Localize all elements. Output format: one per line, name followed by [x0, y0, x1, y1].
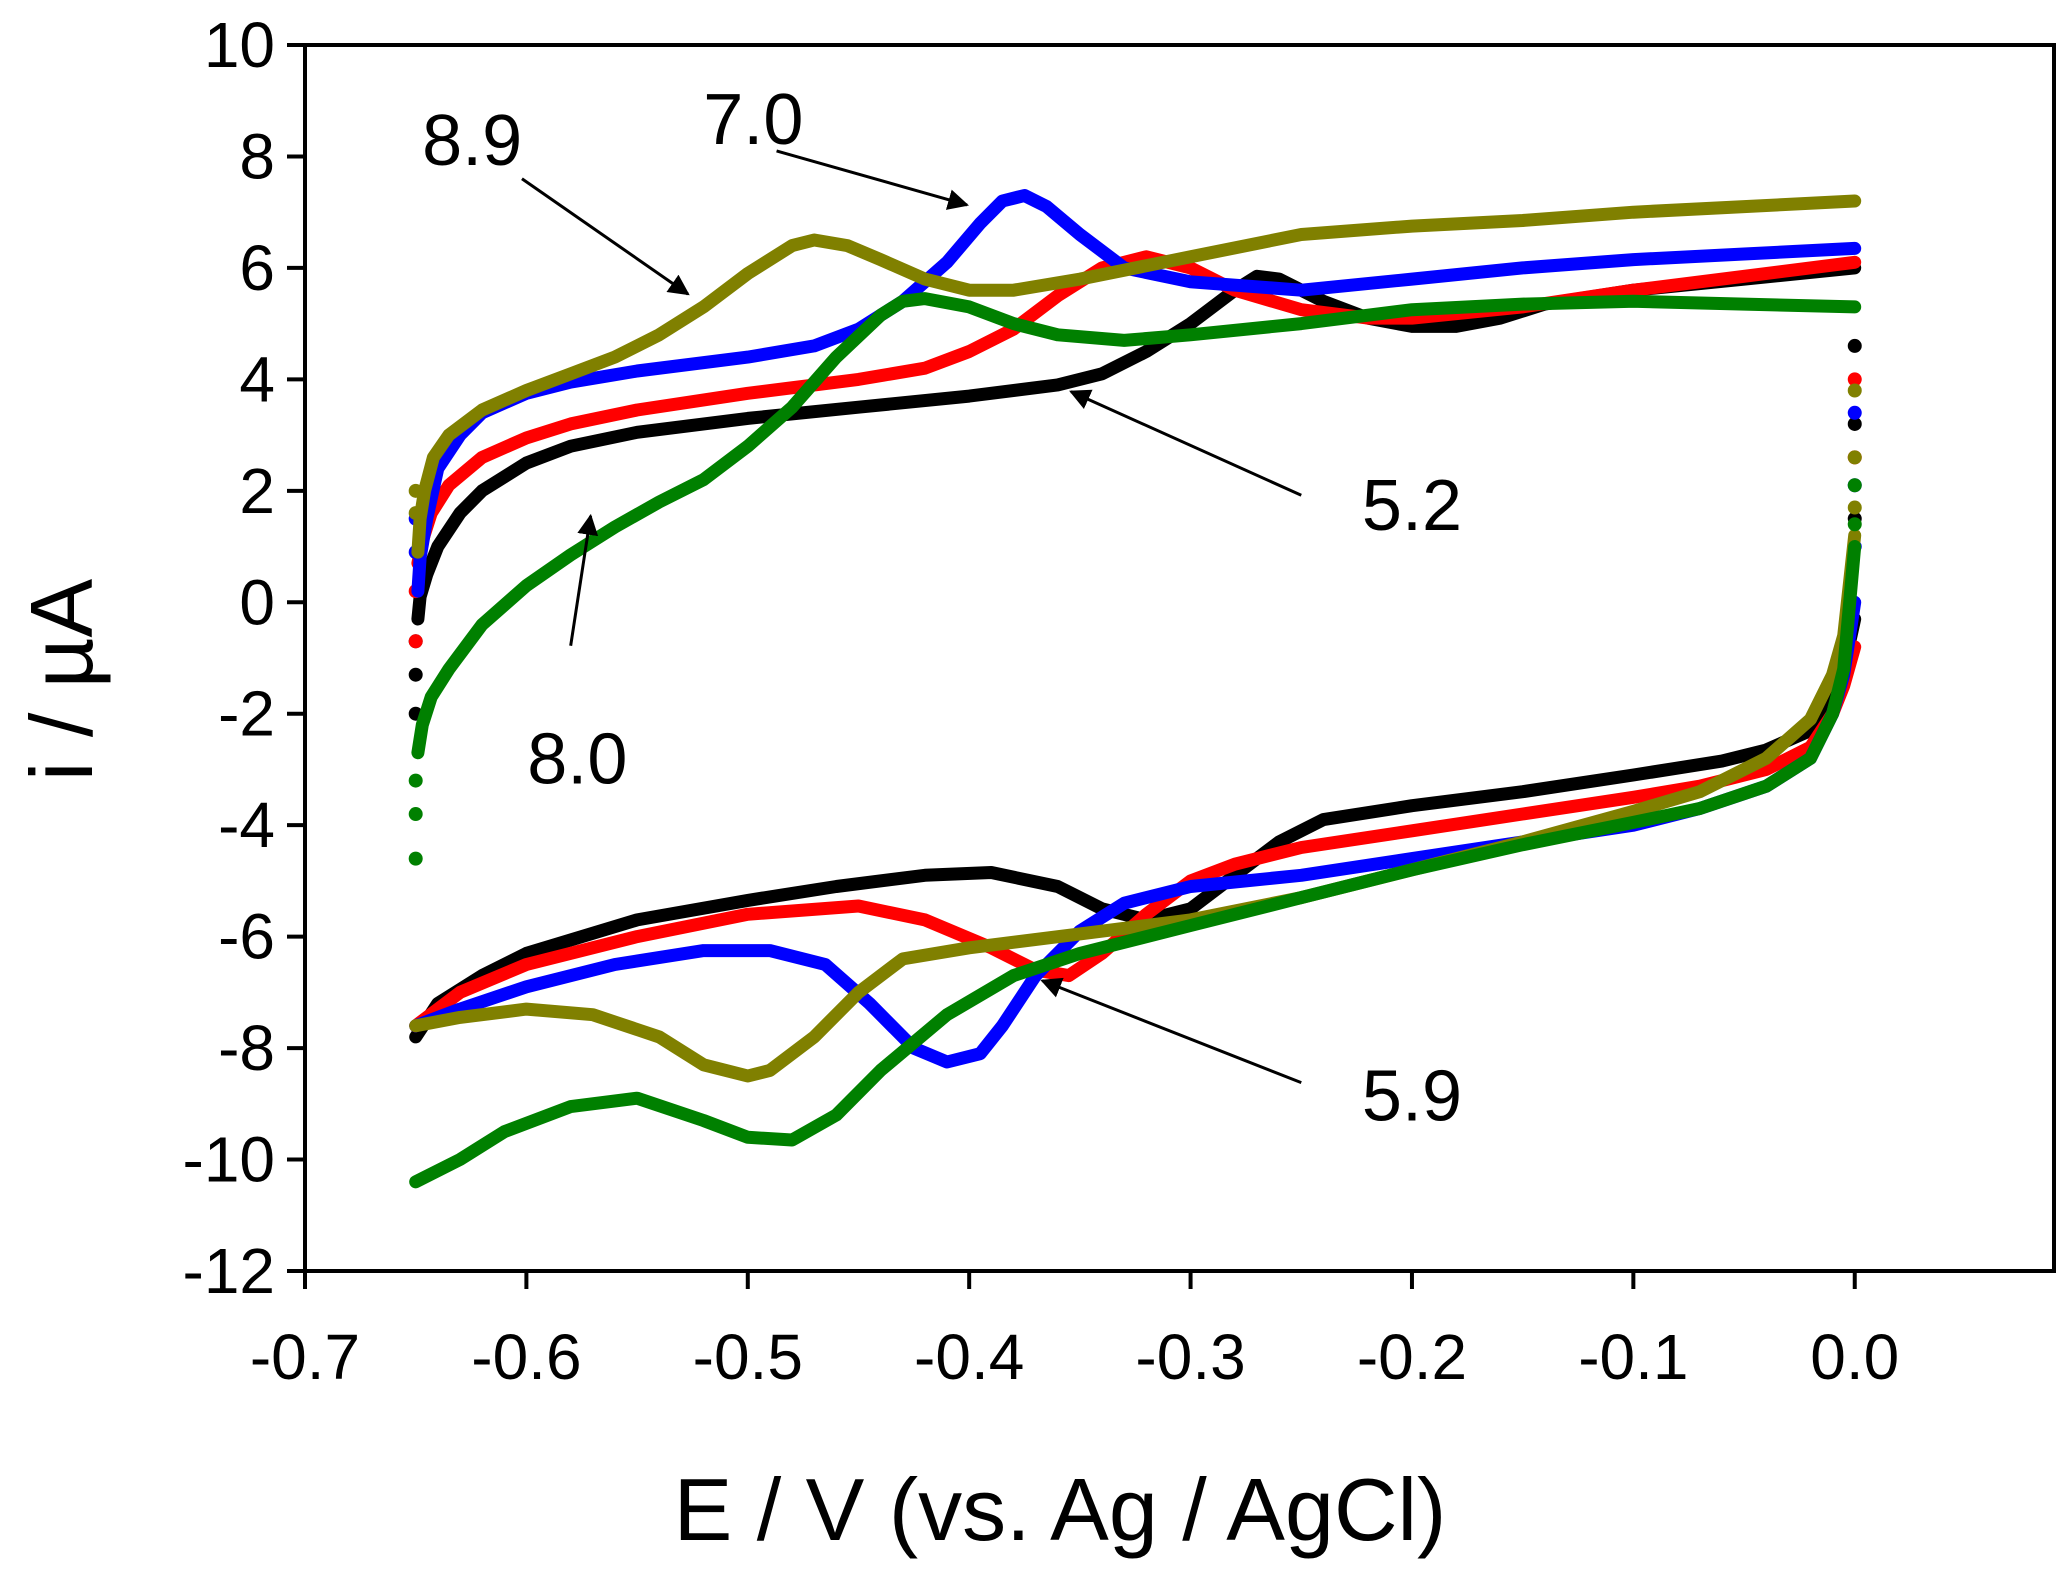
y-tick-label: 0 [239, 566, 275, 638]
series-4 [408, 292, 1862, 1189]
y-tick-label: -10 [183, 1124, 276, 1196]
series-3-forward-scan [411, 194, 1862, 559]
series-4-point [408, 807, 423, 822]
y-tick-label: -4 [218, 789, 275, 861]
series-3 [408, 194, 1862, 1083]
y-tick-label: 4 [239, 343, 275, 415]
series-4-forward-scan [411, 292, 1862, 760]
x-tick-label: -0.3 [1135, 1321, 1245, 1393]
y-tick-label: -8 [218, 1012, 275, 1084]
annotation-layer: 8.9 7.0 5.2 8.0 5.9 [422, 80, 1462, 1136]
annotation-arrow [1069, 389, 1302, 497]
x-tick-label: -0.2 [1357, 1321, 1467, 1393]
plot-area [303, 43, 2056, 1273]
axis-layer: -0.7 -0.6 -0.5 -0.4 -0.3 -0.2 -0.1 0.0 10 8 6 4 2 0 -2… [183, 9, 1900, 1393]
series-3-point [1847, 500, 1862, 515]
series-0-point [1847, 338, 1862, 353]
series-4-point [1847, 478, 1862, 493]
x-tick-label: -0.7 [250, 1321, 360, 1393]
y-tick-label: -2 [218, 678, 275, 750]
series-3-point [1847, 383, 1862, 398]
series-layer [408, 189, 1862, 1189]
series-3-point [1847, 450, 1862, 465]
series-4-point [408, 773, 423, 788]
y-tick-label: 6 [239, 232, 275, 304]
series-0-point [408, 667, 423, 682]
series-3-point [408, 506, 423, 521]
annotation-arrow [521, 177, 690, 296]
y-tick-label: -12 [183, 1235, 276, 1307]
y-tick-label: 10 [204, 9, 275, 81]
series-2-point [1847, 405, 1862, 420]
series-4-point [408, 851, 423, 866]
series-3-point [408, 483, 423, 498]
series-1-point [408, 634, 423, 649]
x-tick-label: -0.4 [914, 1321, 1024, 1393]
annotation-label: 8.0 [527, 719, 627, 799]
annotation-label: 5.9 [1362, 1057, 1462, 1137]
series-4-point [1847, 517, 1862, 532]
y-axis-title: i / µA [12, 579, 111, 782]
annotation-arrow [569, 513, 599, 646]
x-tick-label: -0.5 [693, 1321, 803, 1393]
x-tick-label: -0.1 [1578, 1321, 1688, 1393]
series-0-forward-scan [411, 261, 1862, 626]
annotation-label: 5.2 [1362, 466, 1462, 546]
y-tick-label: -6 [218, 901, 275, 973]
x-tick-label: 0.0 [1810, 1321, 1899, 1393]
annotation-label: 8.9 [422, 101, 522, 181]
x-axis-title: E / V (vs. Ag / AgCl) [674, 1460, 1447, 1559]
series-0-point [1847, 416, 1862, 431]
series-1-point [1847, 372, 1862, 387]
annotation-arrow [1040, 977, 1302, 1085]
y-tick-label: 2 [239, 455, 275, 527]
y-tick-label: 8 [239, 120, 275, 192]
series-3-reverse-scan [409, 528, 1862, 1083]
annotation-label: 7.0 [703, 80, 803, 160]
annotation-arrow [776, 149, 969, 210]
x-tick-label: -0.6 [471, 1321, 581, 1393]
series-4-reverse-scan [409, 540, 1862, 1189]
